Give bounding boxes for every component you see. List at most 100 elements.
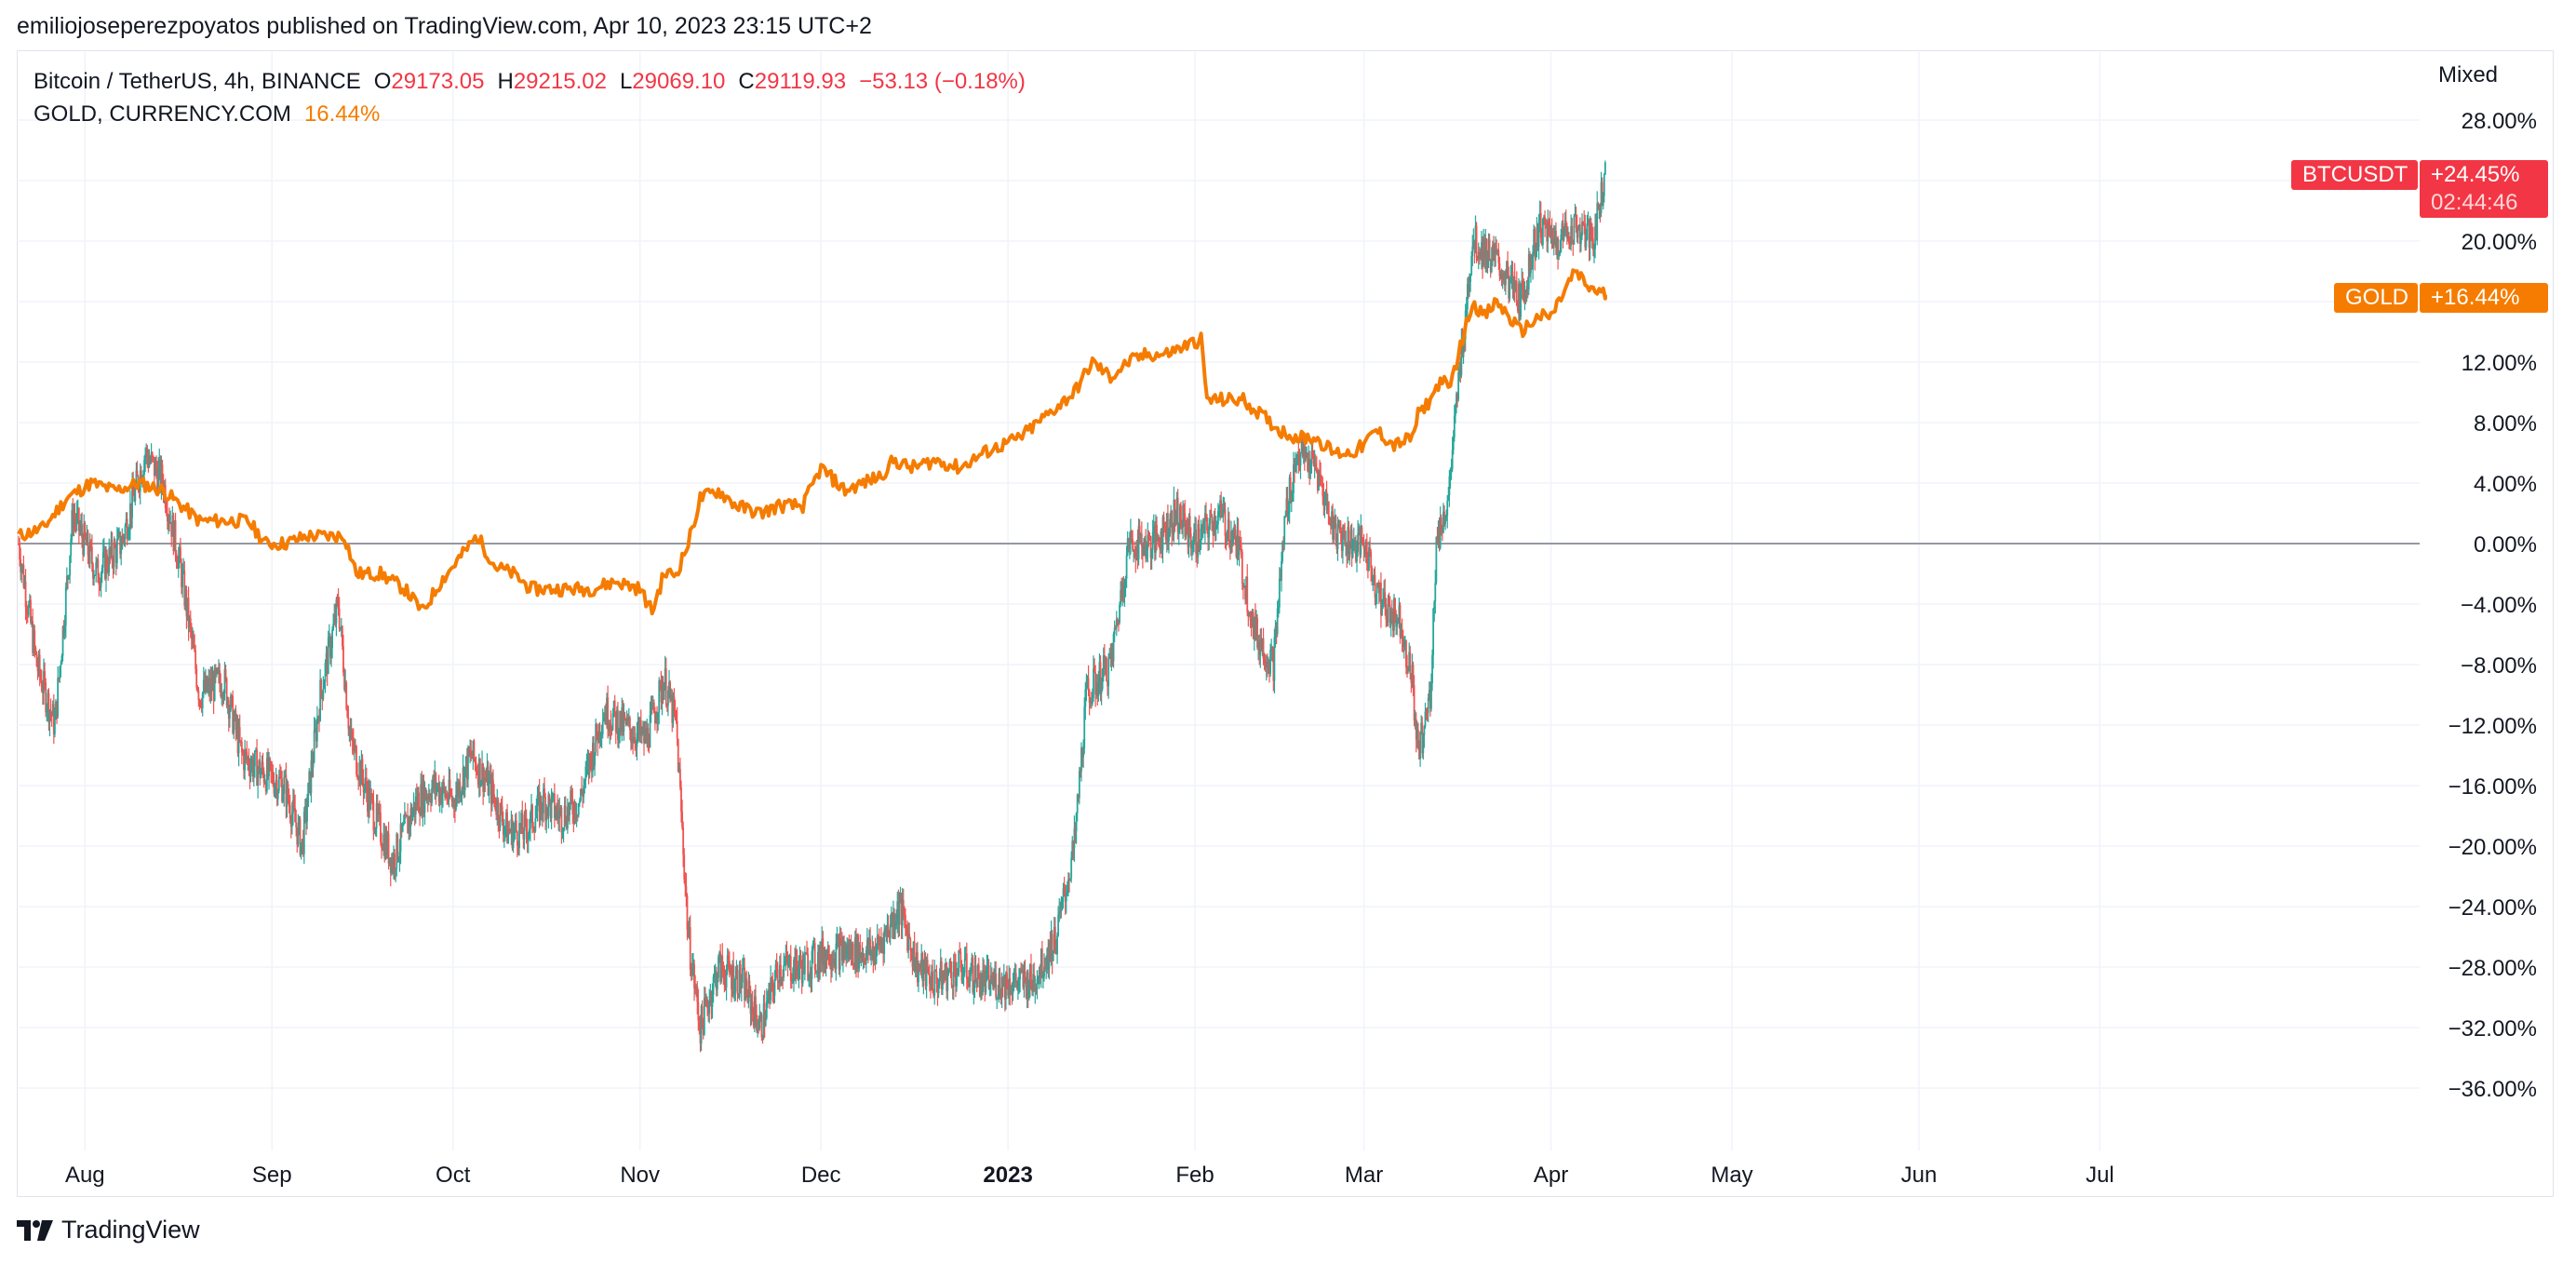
btc-candle xyxy=(339,626,342,631)
btc-candle xyxy=(1398,597,1401,629)
btc-candle xyxy=(703,986,705,1036)
btc-candle xyxy=(100,571,102,598)
btc-candle xyxy=(1106,656,1107,682)
btc-candle xyxy=(1552,224,1555,256)
btc-candle xyxy=(282,784,285,803)
btc-candle xyxy=(248,748,250,776)
btc-candle xyxy=(869,927,872,961)
scale-mode-label[interactable]: Mixed xyxy=(2438,62,2499,87)
btc-candle xyxy=(1020,961,1023,975)
btc-candle xyxy=(136,461,139,477)
btc-candle xyxy=(852,962,855,970)
btc-candle xyxy=(1162,511,1165,537)
btc-candle xyxy=(576,814,579,822)
btc-candle xyxy=(907,922,910,959)
btc-candle xyxy=(1578,217,1581,253)
btc-candle xyxy=(1344,522,1346,547)
btc-candle xyxy=(469,739,472,764)
btc-candle xyxy=(1530,253,1532,283)
btc-candle xyxy=(796,948,798,980)
legend-change: −53.13 (−0.18%) xyxy=(859,69,1026,94)
btc-candle xyxy=(1551,227,1554,249)
btc-candle xyxy=(342,634,344,677)
btc-candle xyxy=(463,766,466,798)
btc-candle xyxy=(118,527,120,538)
btc-candle xyxy=(606,693,608,729)
btc-candle xyxy=(936,977,939,1006)
btc-candle xyxy=(319,668,322,722)
btc-candle xyxy=(20,547,22,581)
btc-candle xyxy=(1038,966,1040,989)
x-tick-label: Apr xyxy=(1534,1163,1568,1188)
btc-candle xyxy=(269,757,272,772)
btc-candle xyxy=(699,1015,702,1053)
btc-candle xyxy=(1555,222,1557,256)
btc-name-badge[interactable]: BTCUSDT xyxy=(2291,160,2418,190)
btc-candle xyxy=(50,711,53,727)
btc-candle xyxy=(640,726,643,745)
btc-candle xyxy=(1259,628,1262,668)
btc-candle xyxy=(373,821,376,835)
tradingview-logo[interactable]: TradingView xyxy=(17,1216,200,1244)
btc-candle xyxy=(228,705,231,728)
btc-candle xyxy=(222,689,225,705)
btc-candle xyxy=(1348,541,1351,566)
btc-candle xyxy=(299,815,302,857)
btc-candle xyxy=(1060,896,1063,919)
btc-candle xyxy=(1515,271,1518,307)
x-axis: Aug Sep Oct Nov Dec 2023 Feb Mar Apr May Jun Jul xyxy=(65,1163,2114,1188)
legend-main-symbol[interactable]: Bitcoin / TetherUS, 4h, BINANCE xyxy=(34,69,361,94)
btc-candle xyxy=(1226,530,1228,546)
btc-candle xyxy=(651,695,653,715)
btc-candle xyxy=(931,964,932,991)
btc-candle xyxy=(774,960,777,981)
btc-candle xyxy=(124,522,127,547)
btc-candle xyxy=(744,957,745,1008)
btc-candle xyxy=(1489,258,1492,278)
legend-compare-symbol[interactable]: GOLD, CURRENCY.COM xyxy=(34,101,291,127)
btc-candle xyxy=(1017,976,1019,1001)
btc-candle xyxy=(1512,276,1515,301)
btc-candle xyxy=(898,892,901,937)
btc-candle xyxy=(1218,504,1220,518)
btc-candle xyxy=(883,923,886,963)
btc-candle xyxy=(920,944,923,979)
btc-candle xyxy=(375,794,378,838)
btc-candle xyxy=(1064,884,1067,915)
btc-candle xyxy=(1471,235,1474,267)
btc-candle xyxy=(227,696,230,733)
btc-candle xyxy=(322,676,325,702)
gold-name-badge[interactable]: GOLD xyxy=(2334,283,2418,313)
btc-candle xyxy=(208,668,210,697)
btc-candle xyxy=(1182,500,1185,540)
btc-candle xyxy=(506,803,508,844)
btc-candle xyxy=(1520,283,1523,320)
btc-candle xyxy=(74,513,77,534)
btc-candle xyxy=(459,773,462,803)
btc-candle xyxy=(25,600,28,625)
btc-candle xyxy=(369,780,372,811)
btc-candle xyxy=(1390,599,1393,625)
btc-candle xyxy=(1335,532,1338,555)
btc-candle xyxy=(1355,535,1357,564)
btc-candle xyxy=(1261,638,1264,657)
btc-candle xyxy=(1596,191,1599,246)
btc-candle xyxy=(603,706,606,725)
btc-candle xyxy=(1036,970,1039,1000)
btc-candle xyxy=(1219,494,1221,521)
btc-candle xyxy=(1470,250,1473,276)
btc-candle xyxy=(1023,961,1026,998)
btc-candle xyxy=(726,948,729,975)
btc-candle xyxy=(625,710,628,726)
btc-candle xyxy=(1293,451,1295,503)
btc-candle xyxy=(192,626,194,650)
btc-candle xyxy=(1053,917,1056,955)
btc-candle xyxy=(532,822,535,833)
btc-candle xyxy=(1094,665,1097,707)
btc-candle xyxy=(974,955,977,984)
btc-candle xyxy=(612,700,615,718)
btc-candle xyxy=(596,722,598,741)
btc-candle xyxy=(1509,264,1512,284)
btc-candle xyxy=(387,821,390,870)
